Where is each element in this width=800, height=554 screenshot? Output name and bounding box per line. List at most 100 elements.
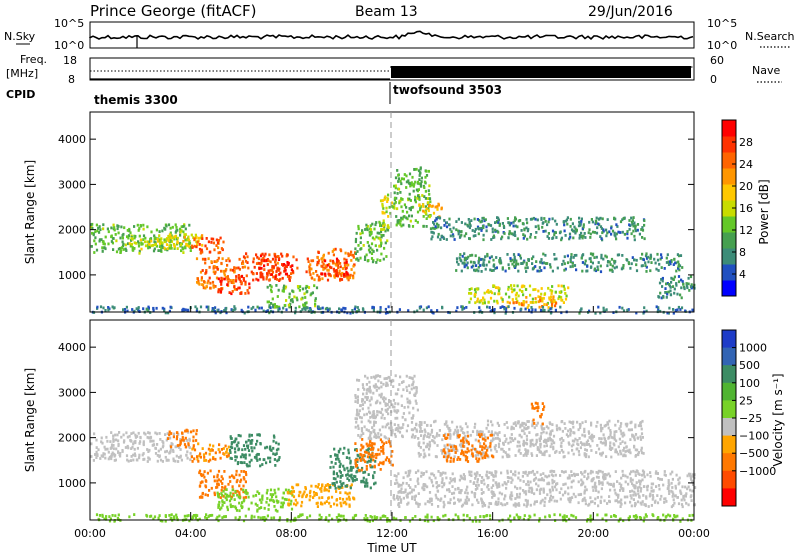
scatter-cell	[132, 458, 135, 462]
scatter-cell	[543, 500, 546, 504]
scatter-cell	[378, 386, 381, 390]
scatter-cell	[286, 490, 289, 494]
scatter-cell	[242, 454, 245, 457]
scatter-cell	[480, 488, 483, 491]
scatter-cell	[555, 301, 558, 305]
scatter-cell	[356, 410, 359, 414]
scatter-cell	[237, 266, 240, 270]
scatter-cell	[294, 311, 297, 315]
scatter-cell	[380, 407, 384, 411]
scatter-cell	[460, 475, 463, 479]
scatter-cell	[348, 491, 351, 495]
scatter-cell	[476, 471, 479, 474]
scatter-cell	[506, 300, 509, 304]
scatter-cell	[419, 446, 422, 449]
scatter-cell	[618, 427, 621, 431]
scatter-cell	[172, 450, 175, 453]
scatter-cell	[405, 186, 408, 189]
scatter-cell	[522, 293, 525, 297]
scatter-cell	[383, 223, 386, 227]
scatter-cell	[669, 472, 672, 476]
scatter-cell	[465, 256, 468, 260]
scatter-cell	[437, 470, 440, 473]
scatter-cell	[247, 291, 250, 295]
scatter-cell	[581, 433, 584, 437]
scatter-cell	[338, 307, 341, 311]
scatter-cell	[617, 419, 620, 423]
scatter-cell	[564, 491, 567, 495]
scatter-cell	[207, 240, 210, 244]
scatter-cell	[446, 443, 449, 447]
scatter-cell	[112, 237, 115, 240]
scatter-cell	[256, 509, 259, 513]
scatter-cell	[522, 233, 525, 236]
scatter-cell	[422, 215, 425, 218]
scatter-cell	[692, 483, 695, 486]
scatter-cell	[508, 230, 511, 233]
scatter-cell	[212, 270, 215, 274]
scatter-cell	[346, 311, 349, 315]
scatter-cell	[428, 453, 431, 457]
scatter-cell	[572, 452, 575, 456]
scatter-cell	[566, 222, 569, 226]
scatter-cell	[311, 259, 315, 263]
scatter-cell	[223, 271, 226, 275]
scatter-cell	[354, 252, 357, 255]
scatter-cell	[362, 454, 365, 457]
scatter-cell	[419, 425, 422, 429]
scatter-cell	[155, 244, 158, 248]
scatter-cell	[335, 472, 338, 475]
scatter-cell	[442, 237, 446, 240]
scatter-cell	[307, 260, 310, 263]
scatter-cell	[522, 489, 525, 492]
scatter-cell	[594, 219, 597, 223]
scatter-cell	[551, 217, 554, 221]
scatter-cell	[224, 492, 227, 496]
scatter-cell	[496, 433, 499, 437]
scatter-cell	[605, 255, 608, 259]
scatter-cell	[471, 444, 474, 448]
scatter-cell	[258, 506, 261, 510]
scatter-cell	[430, 480, 434, 484]
colorbar-swatch	[722, 232, 736, 249]
scatter-cell	[588, 257, 591, 261]
scatter-cell	[100, 454, 103, 458]
scatter-cell	[500, 296, 503, 300]
scatter-cell	[260, 501, 263, 504]
scatter-cell	[188, 223, 191, 227]
scatter-cell	[373, 471, 376, 474]
scatter-cell	[164, 450, 167, 454]
scatter-cell	[469, 224, 472, 228]
scatter-cell	[637, 451, 641, 454]
scatter-cell	[433, 227, 436, 230]
scatter-cell	[501, 447, 504, 451]
scatter-cell	[144, 236, 147, 240]
scatter-cell	[489, 433, 492, 437]
scatter-cell	[112, 444, 115, 447]
scatter-cell	[126, 444, 129, 448]
scatter-cell	[229, 480, 232, 483]
scatter-cell	[563, 455, 566, 458]
scatter-cell	[485, 470, 489, 474]
scatter-cell	[206, 493, 209, 497]
scatter-cell	[139, 436, 142, 440]
scatter-cell	[458, 256, 461, 260]
scatter-cell	[550, 305, 554, 308]
scatter-cell	[661, 279, 664, 283]
scatter-cell	[573, 439, 576, 443]
scatter-cell	[152, 306, 155, 310]
scatter-cell	[206, 281, 209, 285]
scatter-cell	[354, 305, 357, 309]
scatter-cell	[159, 458, 163, 462]
scatter-cell	[317, 305, 320, 309]
scatter-cell	[535, 406, 538, 409]
scatter-cell	[148, 448, 151, 452]
scatter-cell	[428, 435, 431, 439]
scatter-cell	[199, 481, 202, 485]
scatter-cell	[275, 273, 278, 277]
scatter-cell	[201, 283, 204, 286]
scatter-cell	[213, 491, 216, 495]
scatter-cell	[242, 488, 245, 492]
scatter-cell	[286, 253, 289, 257]
scatter-cell	[98, 225, 101, 228]
